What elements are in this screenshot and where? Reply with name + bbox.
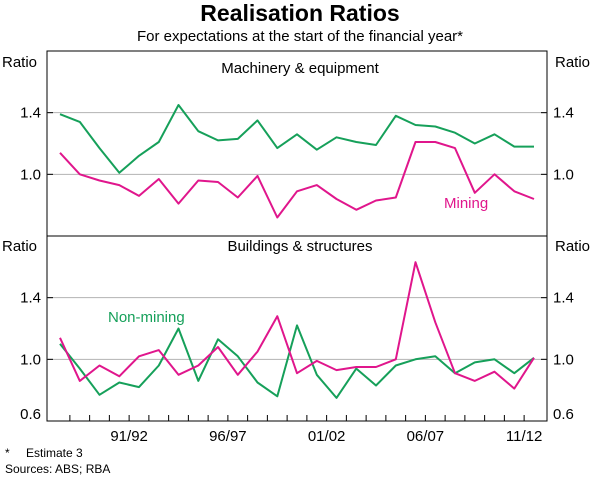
top-left-tick-label: 1.4 xyxy=(20,105,41,122)
top-panel-title: Machinery & equipment xyxy=(221,60,379,77)
x-tick-label: 06/07 xyxy=(407,428,445,445)
x-tick-label: 01/02 xyxy=(308,428,346,445)
bottom-panel-title: Buildings & structures xyxy=(227,238,372,255)
mining-series-label: Mining xyxy=(444,195,488,212)
x-tick-label: 96/97 xyxy=(209,428,247,445)
bottom-right-tick-label: 0.6 xyxy=(553,406,574,423)
top-left-axis-title: Ratio xyxy=(2,54,37,71)
top-right-tick-label: 1.4 xyxy=(553,105,574,122)
sources-note: Sources: ABS; RBA xyxy=(5,462,110,476)
chart-title: Realisation Ratios xyxy=(200,0,399,26)
bottom-non-mining-line xyxy=(59,324,535,399)
bottom-left-tick-label: 1.4 xyxy=(20,290,41,307)
top-right-tick-label: 1.0 xyxy=(553,166,574,183)
bottom-mining-line xyxy=(59,261,535,390)
bottom-left-tick-label: 0.6 xyxy=(20,406,41,423)
bottom-left-tick-label: 1.0 xyxy=(20,351,41,368)
top-right-axis-title: Ratio xyxy=(555,54,590,71)
bottom-right-tick-label: 1.0 xyxy=(553,351,574,368)
top-non-mining-line xyxy=(59,104,534,174)
footnote-marker: * xyxy=(5,446,10,460)
bottom-right-axis-title: Ratio xyxy=(555,238,590,255)
top-left-tick-label: 1.0 xyxy=(20,166,41,183)
top-mining-line xyxy=(59,141,535,219)
footnote-text: Estimate 3 xyxy=(26,446,83,460)
bottom-left-axis-title: Ratio xyxy=(2,238,37,255)
x-tick-label: 11/12 xyxy=(506,428,542,445)
x-tick-label: 91/92 xyxy=(110,428,148,445)
chart-subtitle: For expectations at the start of the fin… xyxy=(137,28,463,45)
non-mining-series-label: Non-mining xyxy=(108,309,185,326)
bottom-right-tick-label: 1.4 xyxy=(553,290,574,307)
